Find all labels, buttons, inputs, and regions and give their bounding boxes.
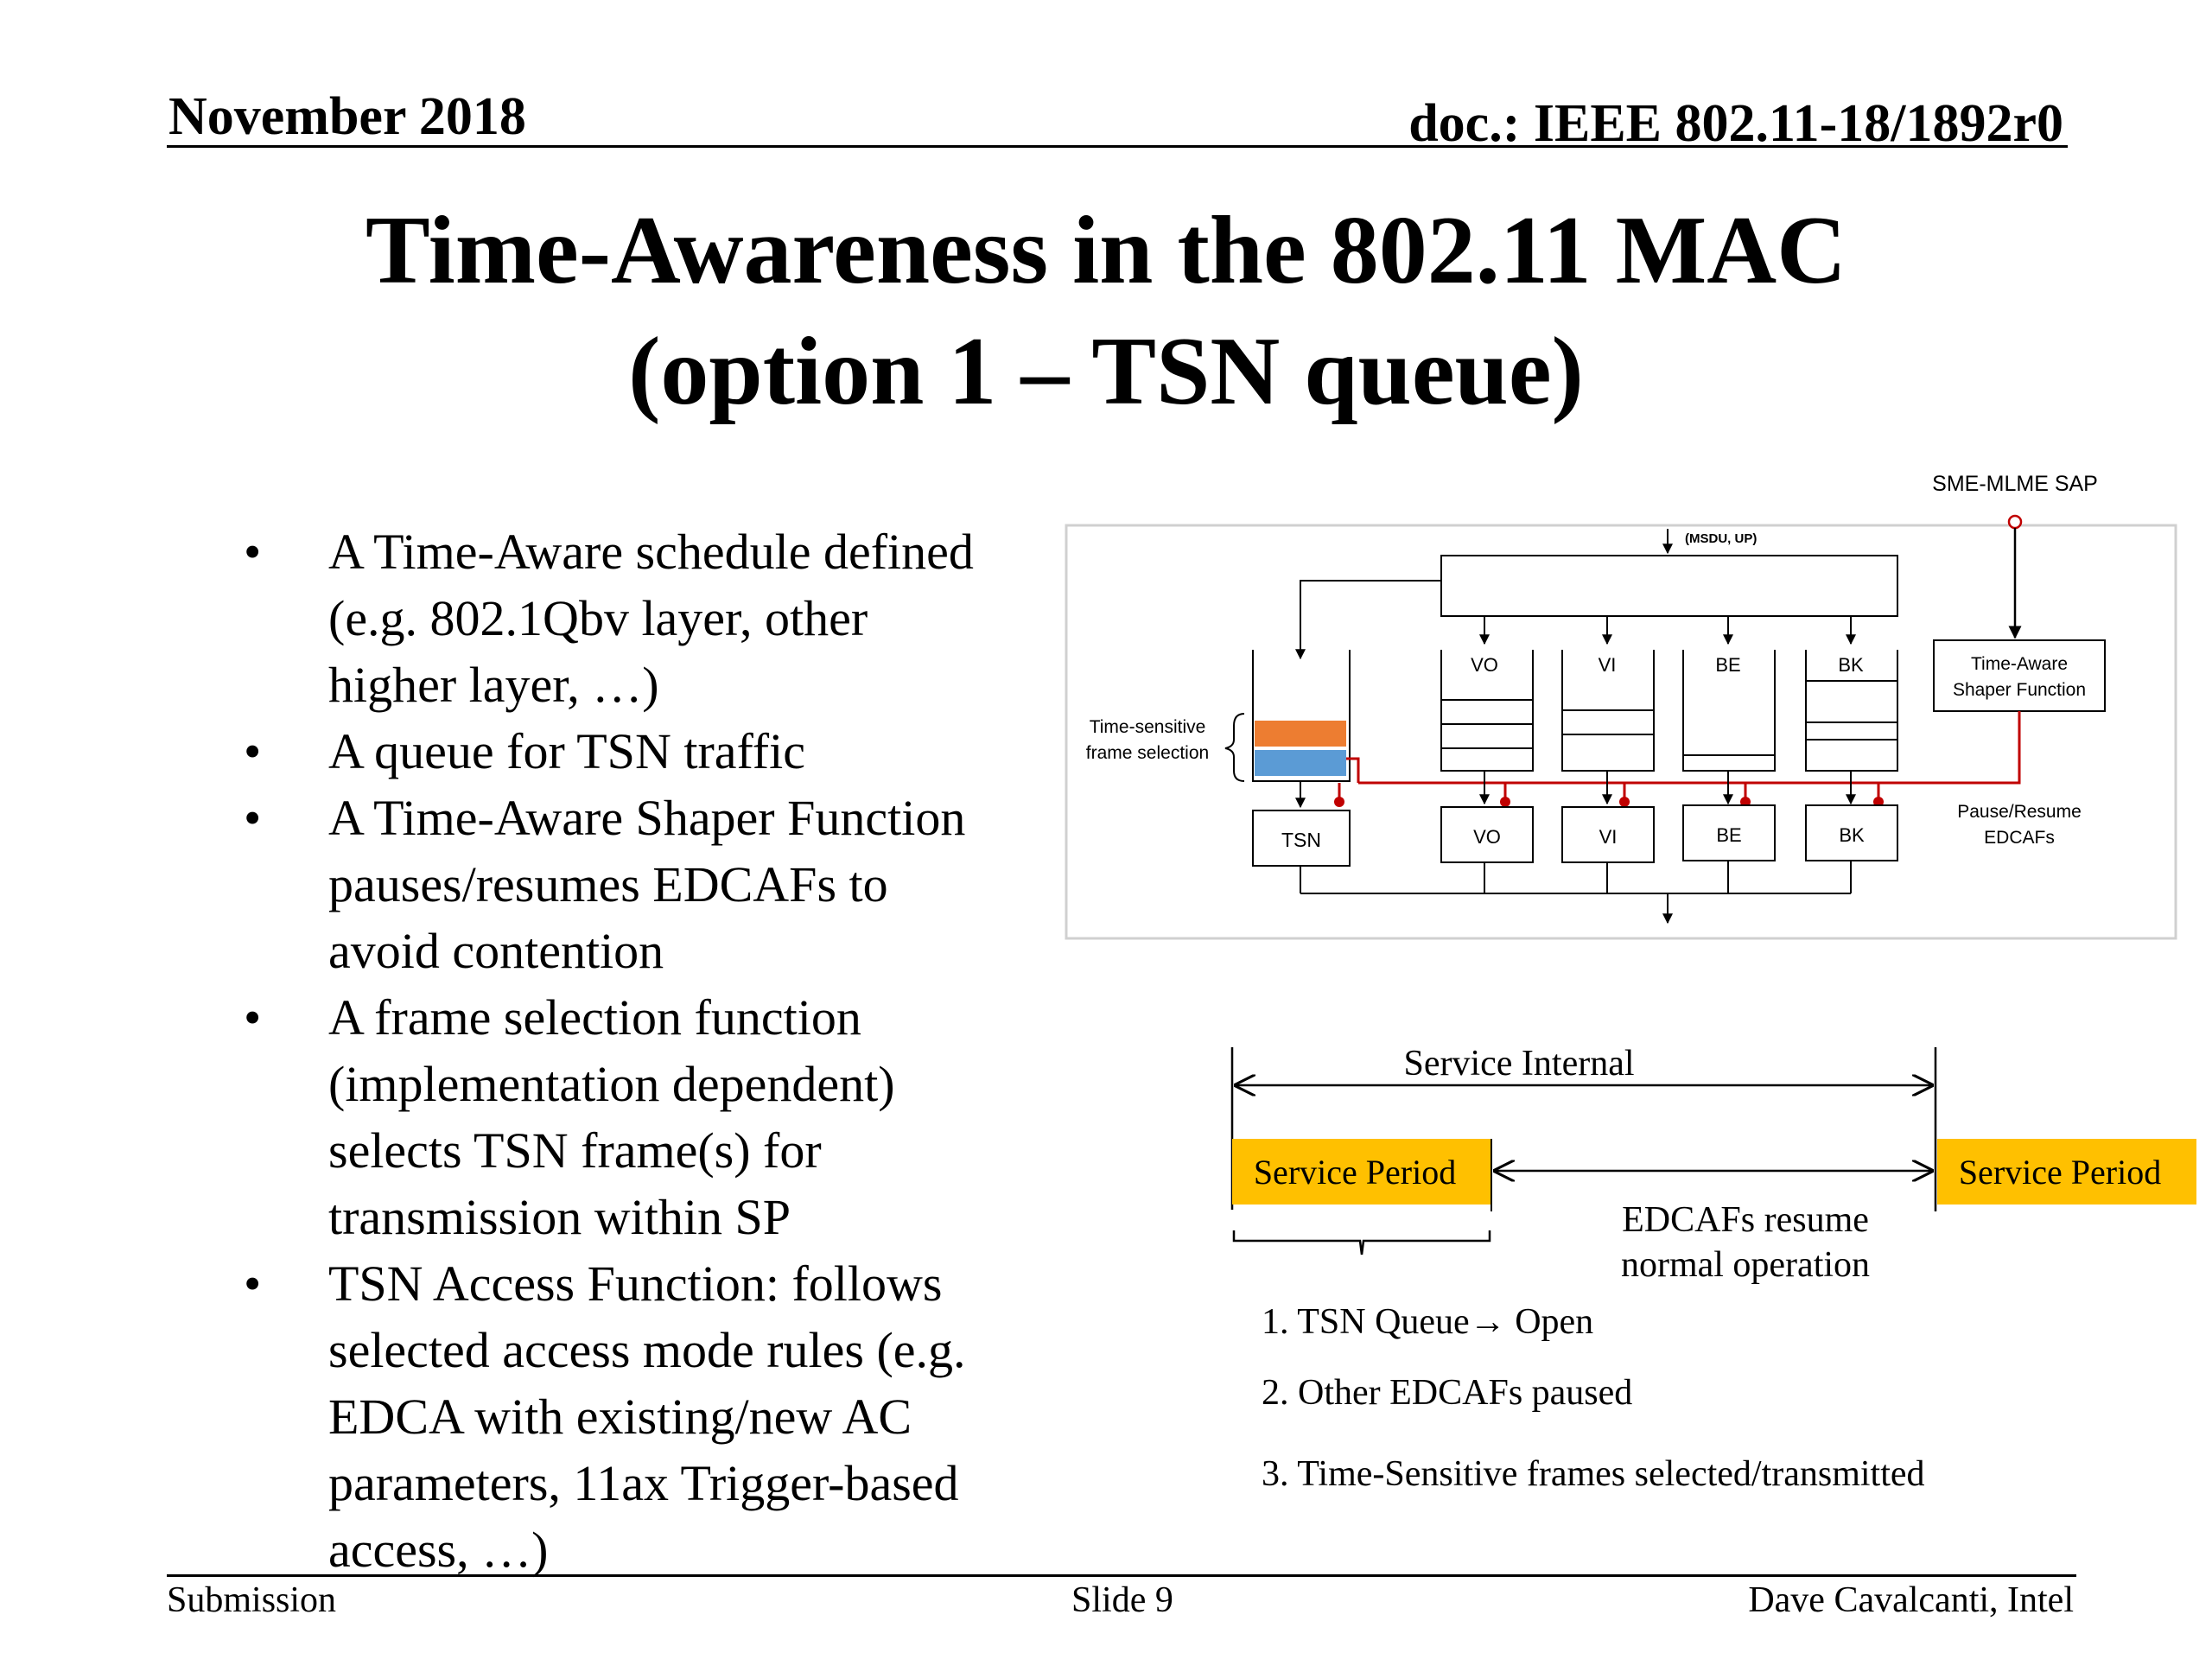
edcaf-resume-line-1: EDCAFs resume <box>1622 1200 1869 1240</box>
shaper-block <box>1933 639 2106 712</box>
bullet-item: • A queue for TSN traffic <box>233 718 1063 785</box>
edcaf-vi <box>1561 806 1655 863</box>
bullet-text: A Time-Aware schedule defined <box>328 524 974 580</box>
tsn-access-label: TSN <box>1281 829 1321 851</box>
footer-author: Dave Cavalcanti, Intel <box>1748 1580 2074 1620</box>
pause-resume-signal <box>1338 711 2021 798</box>
selection-label-line-1: Time-sensitive <box>1090 717 1206 737</box>
shaper-label-line-1: Time-Aware <box>1971 654 2068 674</box>
edcaf-bk <box>1805 804 1898 861</box>
bullet-item: • A frame selection function (implementati… <box>233 984 1063 1250</box>
service-period-right-label: Service Period <box>1959 1153 2161 1192</box>
queue-label-bk: BK <box>1838 654 1864 676</box>
bullet-dot: • <box>244 790 262 846</box>
bullet-text: avoid contention <box>328 923 664 979</box>
edcaf-resume-note: EDCAFs resume normal operation <box>1547 1198 1944 1287</box>
tsn-feed-line <box>1295 580 1441 660</box>
bullet-text: selected access mode rules (e.g. <box>328 1322 966 1378</box>
selection-brace <box>1224 713 1245 782</box>
edcaf-vo <box>1440 806 1534 863</box>
tsn-frame-blue <box>1255 750 1346 776</box>
pause-resume-label-line-1: Pause/Resume <box>1957 802 2082 822</box>
edcaf-label-be: BE <box>1716 824 1741 846</box>
slide-title-line-1: Time-Awareness in the 802.11 MAC <box>365 197 1847 304</box>
edcaf-label-vo: VO <box>1473 826 1501 848</box>
sp-step-1: 1. TSN Queue→ Open <box>1262 1302 1594 1342</box>
queue-label-vo: VO <box>1471 654 1498 676</box>
output-bus <box>1300 861 1852 925</box>
tsn-queue <box>1252 650 1351 782</box>
bullet-text: A Time-Aware Shaper Function <box>328 790 966 846</box>
bullet-dot: • <box>244 989 262 1046</box>
edcaf-label-vi: VI <box>1599 826 1618 848</box>
slide-title: Time-Awareness in the 802.11 MAC (option… <box>0 190 2212 432</box>
service-period-right <box>1937 1139 2196 1205</box>
bullet-text: A queue for TSN traffic <box>328 723 805 779</box>
service-interval-label: Service Internal <box>1403 1044 1634 1084</box>
pause-resume-label-line-2: EDCAFs <box>1984 828 2055 848</box>
bullet-dot: • <box>244 1255 262 1312</box>
header-divider <box>167 145 2068 148</box>
bullet-item: • TSN Access Function: follows selected ac… <box>233 1250 1063 1583</box>
queue-label-vi: VI <box>1599 654 1617 676</box>
footer-slide-number: Slide 9 <box>1071 1580 1173 1620</box>
service-period-left <box>1232 1139 1491 1205</box>
bullet-text: access, …) <box>328 1522 549 1578</box>
bullet-dot: • <box>244 723 262 779</box>
footer-divider <box>167 1574 2076 1577</box>
sp-step-3: 3. Time-Sensitive frames selected/transm… <box>1262 1454 1925 1494</box>
shaper-label-line-2: Shaper Function <box>1953 680 2086 700</box>
sap-connector <box>2007 514 2023 530</box>
bullet-text: (e.g. 802.1Qbv layer, other <box>328 590 868 646</box>
bullet-text: pauses/resumes EDCAFs to <box>328 856 888 912</box>
bullet-item: • A Time-Aware Shaper Function pauses/resu… <box>233 785 1063 984</box>
edcaf-be <box>1682 804 1776 861</box>
footer-submission: Submission <box>167 1580 337 1620</box>
mapping-block <box>1440 555 1898 617</box>
slide-title-line-2: (option 1 – TSN queue) <box>628 318 1584 425</box>
bullet-text: A frame selection function <box>328 989 861 1046</box>
queue-label-be: BE <box>1715 654 1740 676</box>
sp-step-2: 2. Other EDCAFs paused <box>1262 1373 1633 1413</box>
bullet-list: • A Time-Aware schedule defined (e.g. 802.… <box>233 518 1063 1583</box>
msdu-label: (MSDU, UP) <box>1685 531 1757 546</box>
bullet-text: (implementation dependent) <box>328 1056 895 1112</box>
bullet-text: selects TSN frame(s) for <box>328 1122 822 1179</box>
service-period-left-label: Service Period <box>1254 1153 1456 1192</box>
bullet-text: parameters, 11ax Trigger-based <box>328 1455 959 1511</box>
header-doc-id: doc.: IEEE 802.11-18/1892r0 <box>1408 94 2063 153</box>
service-period-brace <box>1232 1230 1491 1255</box>
tsn-frame-orange <box>1255 721 1346 747</box>
header-date: November 2018 <box>168 87 526 146</box>
selection-label-line-2: frame selection <box>1086 743 1209 763</box>
edcaf-resume-line-2: normal operation <box>1620 1245 1871 1285</box>
mac-architecture-diagram: SME-MLME SAP (MSDU, UP) VO VI BE BK Time… <box>1065 472 2177 940</box>
bullet-text: TSN Access Function: follows <box>328 1255 943 1312</box>
bullet-text: higher layer, …) <box>328 657 659 713</box>
bullet-dot: • <box>244 524 262 580</box>
queue-vo <box>1440 650 1534 772</box>
bullet-text: transmission within SP <box>328 1189 791 1245</box>
sap-label: SME-MLME SAP <box>1932 472 2098 496</box>
service-period-timeline: Service Internal Service Period Service … <box>1230 1044 2196 1255</box>
bullet-text: EDCA with existing/new AC <box>328 1389 912 1445</box>
edcaf-label-bk: BK <box>1839 824 1865 846</box>
bullet-item: • A Time-Aware schedule defined (e.g. 802.… <box>233 518 1063 718</box>
